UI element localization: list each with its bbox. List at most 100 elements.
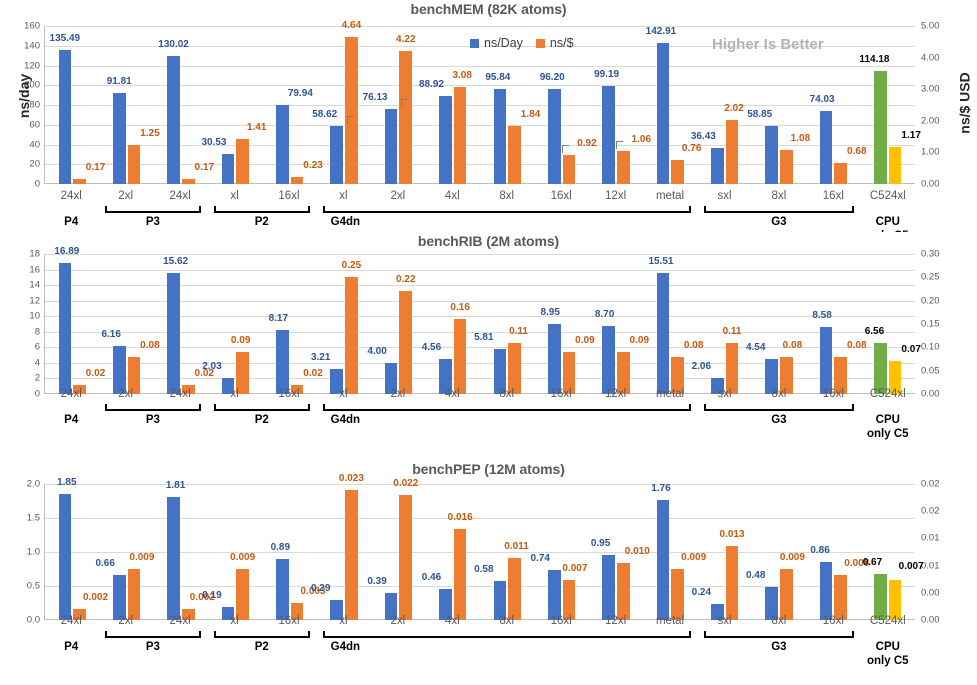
data-label-nsdollar: 0.23 (303, 159, 323, 171)
data-label-nsday: 0.86 (810, 544, 830, 556)
legend-swatch-nsdollar-icon (535, 38, 545, 48)
group-label-line: P4 (64, 414, 79, 426)
group-label: G4dn (331, 215, 360, 229)
chart-title: benchPEP (12M atoms) (412, 461, 565, 477)
data-label-nsdollar: 0.007 (898, 561, 924, 573)
category-label: 16xl (550, 615, 572, 627)
data-label-nsday: 8.95 (540, 307, 560, 319)
data-label-nsday: 95.84 (485, 72, 511, 84)
group-label: G3 (771, 215, 786, 229)
category-label: sxl (717, 190, 732, 202)
y-axis-tick-left: 160 (24, 20, 40, 32)
data-label-nsday: 0.19 (202, 590, 222, 602)
group-label: P3 (146, 215, 160, 229)
gridline (45, 347, 915, 349)
y-axis-tick-right: 0.00 (921, 388, 940, 400)
bar-nsday (112, 346, 126, 394)
gridline (45, 164, 915, 166)
group-label-line: G3 (771, 641, 787, 653)
data-label-nsdollar: 0.008 (844, 557, 870, 569)
data-label-nsdollar: 1.17 (901, 130, 921, 142)
group-label: P4 (64, 215, 78, 229)
bar-nsdollar (181, 384, 195, 394)
bar-nsdollar (725, 546, 739, 620)
category-label: 8xl (499, 190, 515, 202)
bar-nsdollar (562, 154, 576, 184)
bar-nsday (819, 110, 833, 184)
y-axis-tick-left: 100 (24, 79, 40, 91)
data-label-nsday: 2.03 (202, 361, 222, 373)
bar-nsdollar (616, 150, 630, 184)
group-label: P2 (255, 413, 269, 427)
bar-nsday (547, 569, 561, 620)
bar-nsdollar (236, 569, 249, 620)
bar-nsday (276, 105, 289, 184)
chart-panel-benchpep: benchPEP (12M atoms) 0.0 0.5 1.0 1.5 2.0 0.00 0… (0, 460, 977, 685)
data-label-nsday: 79.94 (287, 88, 313, 100)
chart-legend[interactable]: ns/Day ns/$ (470, 36, 574, 50)
bar-nsday (656, 500, 670, 620)
bar-nsdollar (508, 342, 521, 394)
y-axis-tick-right: 1.00 (921, 146, 940, 158)
bar-nsdollar (616, 563, 630, 620)
bar-nsday (112, 575, 126, 620)
legend-item-nsday[interactable]: ns/Day (470, 36, 523, 50)
data-label-nsdollar: 4.22 (396, 33, 416, 45)
bar-nsday (819, 327, 833, 394)
group-bracket (322, 404, 691, 411)
bar-nsday (384, 108, 398, 184)
bar-nsdollar (671, 356, 684, 394)
bar-nsdollar (671, 569, 684, 620)
category-label: 24xl (169, 388, 191, 400)
gridline (45, 45, 915, 47)
legend-item-nsdollar[interactable]: ns/$ (535, 36, 574, 50)
bar-nsday (167, 496, 180, 620)
data-label-nsday: 6.16 (101, 329, 121, 341)
category-label: 16xl (278, 190, 300, 202)
category-label: 16xl (278, 615, 300, 627)
group-label-line: P3 (145, 414, 160, 426)
category-label: 12xl (605, 615, 627, 627)
group-label: G4dn (331, 413, 360, 427)
bar-nsday (58, 262, 72, 394)
gridline (45, 26, 915, 27)
category-label: 24xl (169, 190, 191, 202)
group-bracket (322, 206, 691, 213)
bar-nsdollar (181, 608, 195, 620)
data-label-nsday: 15.51 (648, 256, 674, 268)
bar-nsdollar (888, 361, 902, 394)
y-axis-tick-left: 14 (29, 279, 40, 291)
group-label: P2 (255, 215, 269, 229)
bar-nsday (167, 272, 180, 394)
data-label-nsday: 5.81 (474, 331, 494, 343)
y-axis-tick-right: 0.25 (921, 271, 940, 283)
category-label: xl (339, 190, 348, 202)
bar-nsday (547, 89, 561, 184)
group-bracket (213, 206, 310, 213)
data-label-nsdollar: 0.08 (847, 339, 867, 351)
group-bracket (322, 631, 691, 638)
data-label-nsday: 0.95 (590, 538, 611, 550)
data-label-nsdollar: 1.41 (246, 122, 267, 134)
bar-nsday (711, 603, 724, 620)
data-label-nsday: 0.29 (310, 583, 331, 595)
bar-nsday (58, 50, 72, 184)
y-axis-tick-right: 0.02 (921, 478, 940, 490)
bar-nsday (765, 125, 778, 184)
group-label-line: P3 (145, 641, 160, 653)
data-label-nsday: 76.13 (362, 91, 388, 103)
group-label-line: only C5 (867, 428, 909, 440)
gridline (45, 362, 915, 364)
y-axis-tick-left: 2.0 (26, 478, 40, 490)
y-axis-tick-right: 0.01 (921, 560, 940, 572)
bar-nsdollar (399, 495, 413, 620)
bar-nsdollar (127, 569, 141, 620)
bar-nsday (493, 89, 507, 184)
bar-nsday (656, 42, 670, 184)
data-label-nsday: 0.67 (862, 557, 883, 569)
bar-nsday (221, 378, 235, 394)
bar-nsday (602, 86, 615, 184)
data-label-nsday: 99.19 (594, 69, 620, 81)
y-axis-tick-right: 3.00 (921, 83, 940, 95)
bar-nsday (711, 148, 724, 184)
